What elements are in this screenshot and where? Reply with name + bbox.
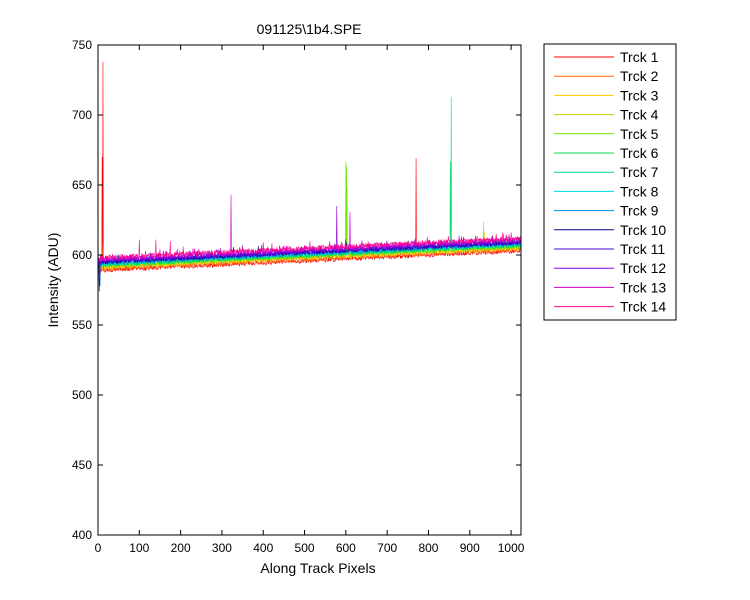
- y-tick-label: 700: [72, 108, 92, 122]
- legend-label: Trck 8: [620, 183, 659, 199]
- series-line-trck-2: [98, 243, 521, 272]
- legend-label: Trck 3: [620, 87, 659, 103]
- legend-box: [543, 43, 677, 321]
- y-tick-label: 550: [72, 318, 92, 332]
- legend-label: Trck 12: [620, 260, 666, 276]
- legend-label: Trck 14: [620, 299, 666, 315]
- x-tick-label: 900: [460, 541, 480, 555]
- x-tick-label: 700: [377, 541, 397, 555]
- y-tick-label: 750: [72, 38, 92, 52]
- y-axis: 400 450 500 550 600 650 700 750: [72, 38, 521, 542]
- x-axis: 0 100 200 300 400 500 600 700 800 900 1000: [95, 45, 525, 555]
- legend: Trck 1 Trck 2 Trck 3 Trck 4 Trck 5 Trck 6 Trck…: [543, 43, 677, 321]
- legend-label: Trck 5: [620, 126, 659, 142]
- x-tick-label: 600: [336, 541, 356, 555]
- chart-title: 091125\1b4.SPE: [257, 21, 362, 37]
- legend-label: Trck 9: [620, 203, 659, 219]
- plot-area: 0 100 200 300 400 500 600 700 800 900 1000 400 450 5…: [72, 38, 525, 555]
- y-tick-label: 500: [72, 388, 92, 402]
- y-tick-label: 400: [72, 528, 92, 542]
- y-tick-label: 650: [72, 178, 92, 192]
- series-group: [98, 61, 521, 292]
- legend-label: Trck 6: [620, 145, 659, 161]
- legend-label: Trck 7: [620, 164, 659, 180]
- y-axis-label: Intensity (ADU): [45, 233, 61, 328]
- legend-label: Trck 11: [620, 241, 665, 257]
- plot-border: [97, 44, 522, 536]
- legend-label: Trck 2: [620, 68, 659, 84]
- x-tick-label: 500: [295, 541, 315, 555]
- legend-label: Trck 1: [620, 49, 659, 65]
- plot-frame: [98, 45, 521, 535]
- x-tick-label: 100: [129, 541, 149, 555]
- y-tick-label: 600: [72, 248, 92, 262]
- x-axis-label: Along Track Pixels: [260, 560, 375, 576]
- x-tick-label: 800: [418, 541, 438, 555]
- x-tick-label: 200: [171, 541, 191, 555]
- legend-label: Trck 13: [620, 279, 666, 295]
- x-tick-label: 300: [212, 541, 232, 555]
- series-line-trck-14: [98, 232, 521, 261]
- legend-label: Trck 10: [620, 222, 666, 238]
- x-tick-label: 0: [95, 541, 102, 555]
- y-tick-label: 450: [72, 458, 92, 472]
- legend-entries: Trck 1 Trck 2 Trck 3 Trck 4 Trck 5 Trck 6 Trck…: [554, 49, 666, 315]
- x-tick-label: 1000: [498, 541, 525, 555]
- x-tick-label: 400: [253, 541, 273, 555]
- legend-label: Trck 4: [620, 107, 659, 123]
